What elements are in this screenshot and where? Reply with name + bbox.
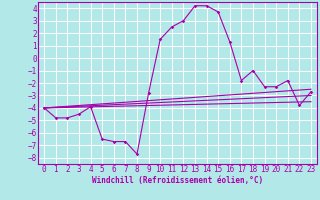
X-axis label: Windchill (Refroidissement éolien,°C): Windchill (Refroidissement éolien,°C) — [92, 176, 263, 185]
